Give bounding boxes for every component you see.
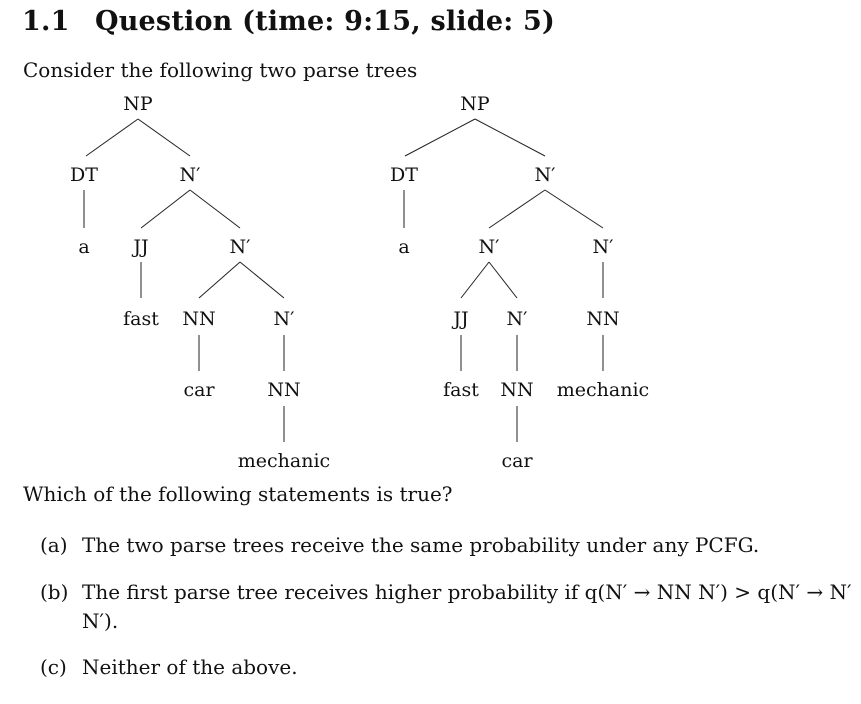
tree2-edge-n1-n2 (488, 189, 546, 229)
tree2-edge-np-dt (404, 118, 476, 157)
option-label: (a) (40, 533, 68, 557)
tree1-leaf-car: car (183, 379, 215, 401)
tree1-node-n1: N′ (180, 164, 201, 186)
option-text: The two parse trees receive the same pro… (82, 533, 760, 557)
tree2-leaf-car: car (501, 450, 533, 472)
tree1-leaf-mechanic: mechanic (238, 450, 330, 472)
tree1-edge-n1-n2 (189, 189, 241, 229)
option-text: Neither of the above. (82, 655, 298, 679)
question-text: Which of the following statements is tru… (23, 482, 453, 506)
intro-text: Consider the following two parse trees (23, 58, 418, 82)
tree1-node-n2: N′ (230, 236, 251, 258)
parse-tree-2: NP DT N′ a N′ N′ JJ N′ NN fast NN mechan… (390, 93, 649, 472)
tree2-node-np: NP (460, 93, 490, 115)
tree2-edge-n2-n4 (488, 261, 518, 299)
tree1-edge-np-n1 (137, 118, 191, 157)
tree2-edge-n1-n3 (544, 189, 604, 229)
tree2-edge-n2-jj (460, 261, 490, 299)
tree1-node-nn1: NN (182, 308, 215, 330)
tree2-node-n4: N′ (507, 308, 528, 330)
tree1-edge-n2-n3 (239, 261, 285, 299)
tree2-node-n2: N′ (479, 236, 500, 258)
tree2-leaf-mechanic: mechanic (557, 379, 649, 401)
tree1-node-dt: DT (70, 164, 98, 186)
tree2-node-jj: JJ (451, 308, 468, 330)
tree2-edge-np-n1 (474, 118, 546, 157)
section-heading: 1.1 Question (time: 9:15, slide: 5) (22, 6, 555, 37)
option-label: (b) (40, 580, 69, 604)
tree2-leaf-fast: fast (443, 379, 479, 401)
tree1-edge-n1-jj (140, 189, 191, 229)
tree1-edge-n2-nn (198, 261, 241, 299)
tree1-node-n3: N′ (274, 308, 295, 330)
tree2-node-nn-right: NN (586, 308, 619, 330)
tree1-edge-np-dt (85, 118, 139, 157)
section-title: Question (time: 9:15, slide: 5) (95, 6, 555, 37)
tree1-node-np: NP (123, 93, 153, 115)
tree2-leaf-a: a (398, 236, 409, 258)
tree1-leaf-a: a (78, 236, 89, 258)
tree2-node-n3: N′ (593, 236, 614, 258)
parse-tree-1: NP DT N′ a JJ N′ fast NN N′ car NN mecha… (70, 93, 330, 472)
tree2-node-nn-mid: NN (500, 379, 533, 401)
section-number: 1.1 (22, 6, 70, 37)
tree1-node-jj: JJ (131, 236, 148, 258)
tree1-leaf-fast: fast (123, 308, 159, 330)
tree1-node-nn2: NN (267, 379, 300, 401)
tree2-node-n1: N′ (535, 164, 556, 186)
option-label: (c) (40, 655, 67, 679)
tree2-node-dt: DT (390, 164, 418, 186)
option-text: The first parse tree receives higher pro… (82, 580, 852, 633)
